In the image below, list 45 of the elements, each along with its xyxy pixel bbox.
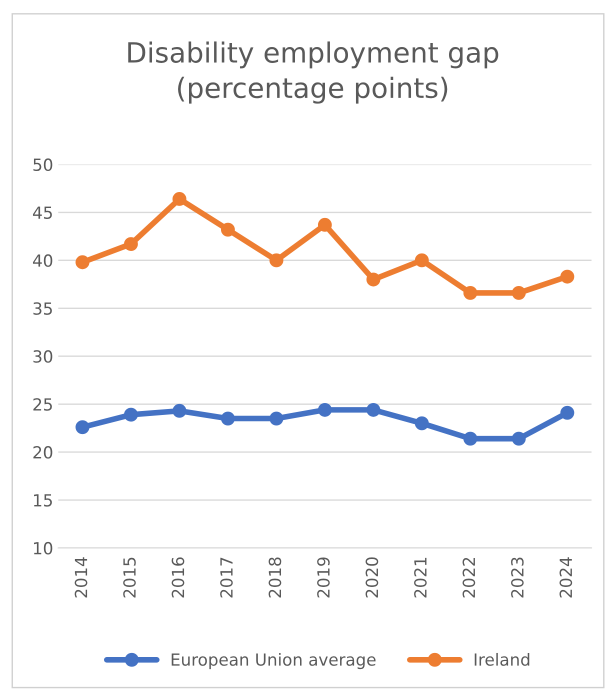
point (318, 218, 332, 232)
x-tick-label: 2020 (366, 557, 378, 598)
point (560, 406, 574, 420)
x-tick-label: 2018 (268, 557, 282, 598)
x-tick-label: 2023 (511, 558, 524, 598)
point (220, 222, 235, 237)
y-tick-label: 10 (34, 542, 52, 555)
point (76, 420, 90, 434)
x-tick-label: 2016 (172, 557, 184, 598)
point (269, 412, 284, 426)
point (269, 253, 284, 268)
x-tick-label: 2024 (560, 557, 572, 598)
point (124, 408, 138, 422)
point (366, 272, 380, 286)
x-tick-label: 2019 (317, 557, 330, 598)
y-tick-label: 30 (33, 350, 52, 363)
point (463, 432, 478, 446)
point (414, 416, 429, 430)
point (124, 237, 138, 251)
y-tick-label: 15 (34, 494, 52, 507)
point (172, 192, 186, 206)
y-tick-label: 35 (33, 302, 52, 315)
point (220, 412, 235, 426)
point (512, 432, 526, 446)
y-tick-label: 40 (32, 254, 52, 267)
point (172, 404, 186, 418)
legend-label: European Union average (172, 652, 376, 670)
legend-label: Ireland (474, 652, 530, 666)
x-tick-label: 2022 (462, 558, 476, 598)
point (318, 402, 332, 417)
x-tick-label: 2015 (123, 558, 136, 598)
y-tick-label: 20 (33, 446, 52, 459)
point (414, 253, 429, 268)
point (560, 270, 574, 284)
chart-title: Disability employment gap (percentage points) (128, 41, 498, 104)
x-tick-label: 2017 (220, 558, 233, 598)
x-tick-label: 2021 (414, 558, 427, 598)
x-tick-label: 2014 (74, 557, 88, 598)
point (512, 286, 526, 300)
y-tick-label: 45 (32, 206, 52, 219)
point (76, 255, 90, 270)
y-tick-label: 50 (33, 158, 52, 172)
point (463, 286, 478, 300)
point (366, 402, 380, 417)
y-tick-label: 25 (33, 398, 52, 411)
